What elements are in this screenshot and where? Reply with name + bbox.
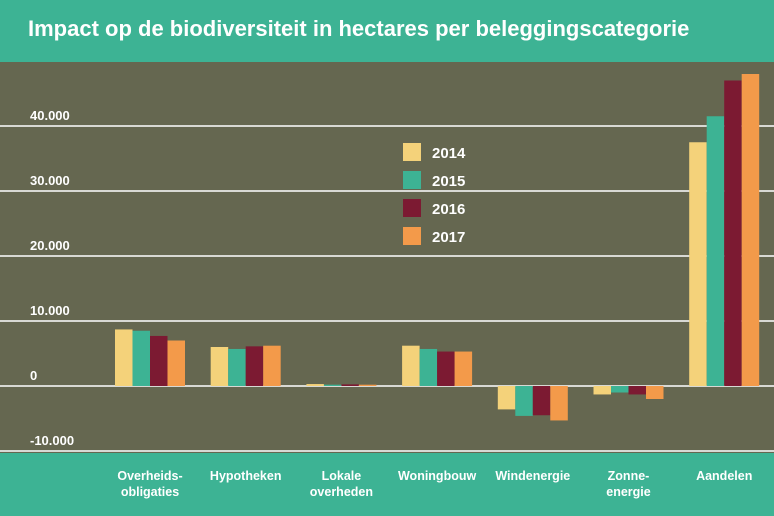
- bar-2017: [646, 386, 664, 399]
- x-tick-label: Lokale overheden: [310, 469, 373, 499]
- y-tick-label: -10.000: [30, 433, 74, 448]
- x-tick-label: Woningbouw: [398, 469, 476, 483]
- bar-2014: [497, 386, 516, 410]
- bar-2014: [593, 386, 611, 395]
- bar-2016: [150, 335, 168, 386]
- legend-swatch: [403, 227, 421, 245]
- legend-label: 2017: [432, 229, 465, 246]
- bar-2017: [454, 351, 473, 386]
- y-tick-label: 30.000: [30, 173, 70, 188]
- x-tick-label: Aandelen: [696, 469, 752, 483]
- bar-2014: [115, 329, 133, 386]
- y-tick-label: 40.000: [30, 108, 70, 123]
- bar-2016: [628, 386, 646, 395]
- bar-2017: [550, 386, 568, 421]
- bar-2017: [358, 384, 377, 386]
- bar-2017: [263, 345, 281, 386]
- bar-2015: [228, 348, 246, 386]
- x-tick-label: Hypotheken: [210, 469, 282, 483]
- y-tick-label: 20.000: [30, 238, 70, 253]
- x-tick-label: Zonne-energie: [606, 469, 651, 499]
- bar-2016: [724, 80, 742, 386]
- bar-2016: [437, 351, 455, 386]
- bar-2015: [323, 384, 342, 386]
- y-tick-label: 10.000: [30, 303, 70, 318]
- bar-2015: [132, 330, 150, 386]
- legend-label: 2016: [432, 201, 465, 218]
- bar-2016: [245, 346, 264, 386]
- bar-2014: [689, 142, 707, 386]
- legend-swatch: [403, 199, 421, 217]
- chart-title: Impact op de biodiversiteit in hectares …: [28, 16, 690, 41]
- legend-swatch: [403, 171, 421, 189]
- legend-label: 2014: [432, 145, 466, 162]
- x-tick-label: Windenergie: [495, 469, 570, 483]
- legend-swatch: [403, 143, 421, 161]
- bar-2014: [210, 347, 229, 386]
- bar-2015: [515, 386, 533, 416]
- title-bar: Impact op de biodiversiteit in hectares …: [0, 0, 774, 62]
- bar-2015: [611, 386, 629, 393]
- bar-2015: [419, 348, 438, 386]
- bar-2014: [306, 384, 324, 386]
- bar-2015: [706, 116, 725, 386]
- bar-2016: [341, 384, 359, 386]
- x-tick-label: Overheids-obligaties: [117, 469, 182, 499]
- legend-label: 2015: [432, 173, 465, 190]
- y-tick-label: 0: [30, 368, 37, 383]
- bar-2016: [532, 386, 551, 416]
- bar-2017: [167, 340, 185, 386]
- bar-2014: [402, 345, 420, 386]
- bar-2017: [741, 74, 760, 386]
- category-axis-band: [0, 453, 774, 516]
